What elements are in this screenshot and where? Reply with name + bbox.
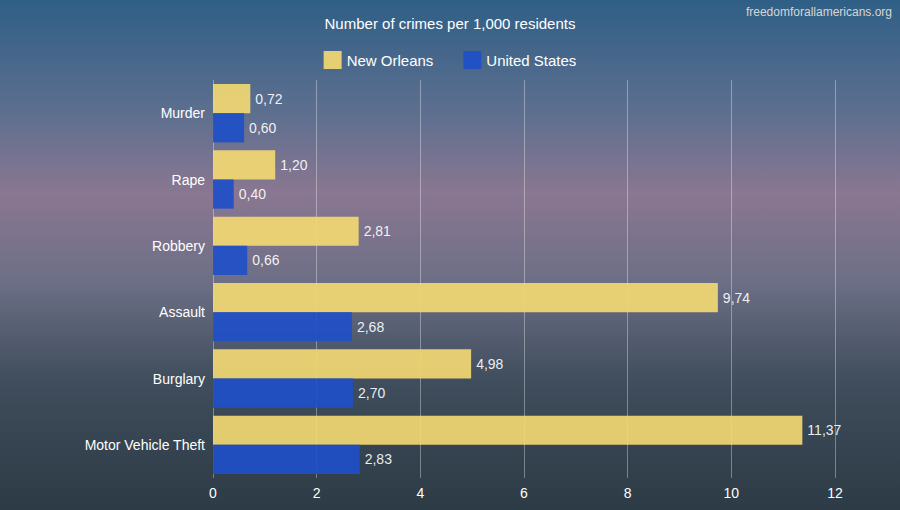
svg-text:Number of crimes per 1,000 res: Number of crimes per 1,000 residents bbox=[325, 15, 576, 32]
svg-text:2,68: 2,68 bbox=[357, 319, 384, 335]
svg-text:Assault: Assault bbox=[159, 304, 205, 320]
svg-text:2,83: 2,83 bbox=[365, 451, 392, 467]
svg-text:4: 4 bbox=[416, 485, 424, 501]
svg-text:2,81: 2,81 bbox=[364, 223, 391, 239]
svg-text:4,98: 4,98 bbox=[476, 356, 503, 372]
svg-text:0,66: 0,66 bbox=[252, 252, 279, 268]
svg-text:New Orleans: New Orleans bbox=[347, 52, 434, 69]
svg-text:0,72: 0,72 bbox=[255, 91, 282, 107]
svg-text:1,20: 1,20 bbox=[280, 157, 307, 173]
svg-text:Burglary: Burglary bbox=[153, 371, 205, 387]
svg-text:United States: United States bbox=[486, 52, 576, 69]
svg-text:10: 10 bbox=[724, 485, 740, 501]
svg-text:0,40: 0,40 bbox=[239, 186, 266, 202]
svg-text:0,60: 0,60 bbox=[249, 120, 276, 136]
svg-text:Murder: Murder bbox=[161, 105, 206, 121]
svg-text:2: 2 bbox=[313, 485, 321, 501]
svg-text:6: 6 bbox=[520, 485, 528, 501]
svg-text:Rape: Rape bbox=[172, 172, 206, 188]
svg-text:0: 0 bbox=[209, 485, 217, 501]
svg-text:11,37: 11,37 bbox=[807, 422, 841, 438]
svg-text:Robbery: Robbery bbox=[152, 238, 205, 254]
svg-text:2,70: 2,70 bbox=[358, 385, 385, 401]
svg-text:8: 8 bbox=[624, 485, 632, 501]
svg-text:Motor Vehicle Theft: Motor Vehicle Theft bbox=[85, 437, 205, 453]
svg-text:9,74: 9,74 bbox=[723, 290, 750, 306]
svg-text:12: 12 bbox=[827, 485, 843, 501]
svg-text:freedomforallamericans.org: freedomforallamericans.org bbox=[746, 5, 892, 19]
